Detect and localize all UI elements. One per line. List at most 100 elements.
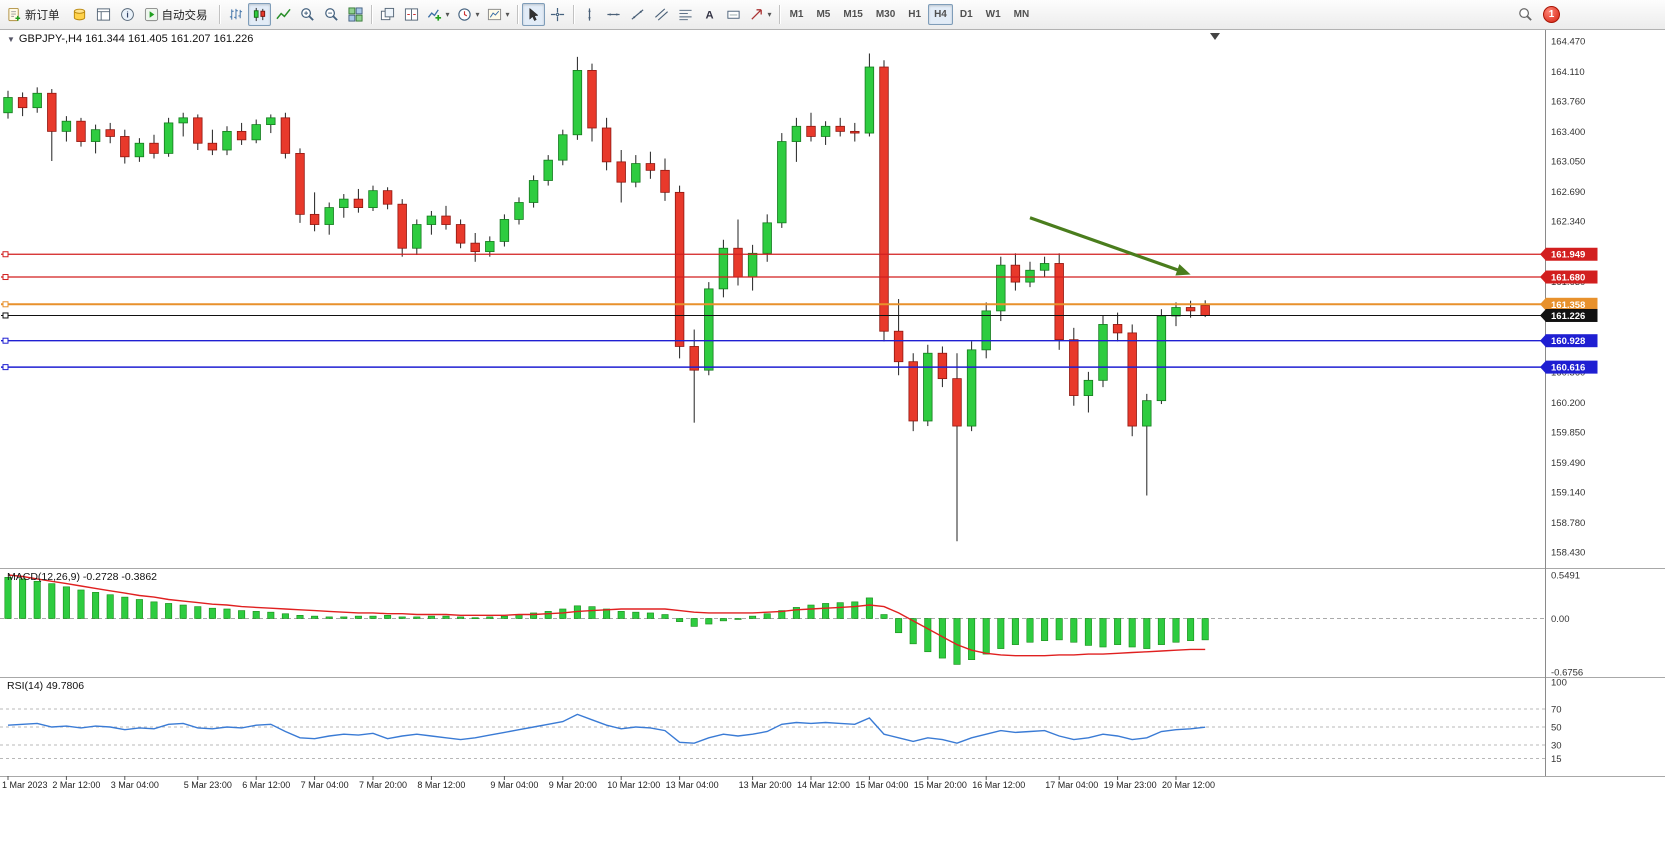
hline-160.616[interactable]: 160.616 [1,360,1598,374]
time-axis-label: 16 Mar 12:00 [972,780,1025,790]
market-watch-button[interactable] [68,3,91,26]
add-indicator-button[interactable]: ▾ [424,3,453,26]
svg-text:163.050: 163.050 [1551,157,1585,168]
toolbar-separator [572,5,574,24]
price-badge: 160.616 [1540,360,1598,374]
tile-windows-icon [347,7,363,22]
auto-trading-icon [144,7,159,22]
timeframe-m1-button[interactable]: M1 [784,4,810,25]
label-tool-button[interactable] [722,3,745,26]
cascade-windows-button[interactable] [376,3,399,26]
arrow-tools-button[interactable]: ▾ [746,3,775,26]
dropdown-caret: ▾ [767,10,772,19]
timeframe-d1-button[interactable]: D1 [954,4,979,25]
search-button[interactable] [1514,3,1537,26]
hline-161.226[interactable]: 161.226 [1,308,1598,322]
svg-text:160.616: 160.616 [1551,363,1585,374]
time-axis-label: 10 Mar 12:00 [607,780,660,790]
svg-text:70: 70 [1551,705,1562,716]
zoom-out-button[interactable] [320,3,343,26]
price-badge: 161.949 [1540,247,1598,261]
timeframe-m15-button[interactable]: M15 [837,4,868,25]
bar-chart-icon [228,7,243,22]
hline-161.358[interactable]: 161.358 [1,297,1598,311]
candlestick-chart[interactable]: 164.470 164.110 163.760 163.400 163.050 162.6… [0,30,1665,850]
horizontal-line-tool-button[interactable] [602,3,625,26]
hline-160.928[interactable]: 160.928 [1,334,1598,348]
svg-text:30: 30 [1551,741,1562,752]
svg-text:162.690: 162.690 [1551,187,1585,198]
zoom-in-button[interactable] [296,3,319,26]
timeframe-m5-button[interactable]: M5 [810,4,836,25]
time-axis-label: 19 Mar 23:00 [1104,780,1157,790]
time-axis-label: 14 Mar 12:00 [797,780,850,790]
svg-text:160.928: 160.928 [1551,336,1585,347]
rsi-line [7,713,1206,744]
clock-icon [457,7,472,22]
arrange-windows-icon [404,7,419,22]
chart-shift-marker[interactable] [1210,33,1220,40]
time-axis-label: 1 Mar 2023 [2,780,48,790]
macd-histogram [4,577,1209,665]
text-tool-button[interactable]: A [698,3,721,26]
fibonacci-tool-button[interactable] [674,3,697,26]
horizontal-line-icon [606,7,621,22]
hline-161.680[interactable]: 161.680 [1,270,1598,284]
svg-text:162.340: 162.340 [1551,217,1585,228]
timeframe-h1-button[interactable]: H1 [902,4,927,25]
time-axis-label: 15 Mar 20:00 [914,780,967,790]
template-icon [487,7,502,22]
cursor-tool-button[interactable] [521,3,545,26]
new-order-button[interactable]: 新订单 [3,3,67,26]
toolbar-separator [778,5,780,24]
line-chart-button[interactable] [272,3,295,26]
bar-chart-button[interactable] [224,3,247,26]
channel-tool-button[interactable] [650,3,673,26]
svg-text:163.760: 163.760 [1551,96,1585,107]
tile-windows-button[interactable] [344,3,367,26]
time-axis-label: 9 Mar 20:00 [549,780,597,790]
text-label-icon [726,7,741,22]
time-axis-label: 13 Mar 20:00 [739,780,792,790]
price-badge: 161.358 [1540,297,1598,311]
crosshair-icon [550,7,565,22]
chart-window: 164.470 164.110 163.760 163.400 163.050 162.6… [0,30,1665,850]
svg-text:159.140: 159.140 [1551,488,1585,499]
fibonacci-icon [678,7,693,22]
svg-text:15: 15 [1551,754,1562,765]
time-axis-label: 2 Mar 12:00 [52,780,100,790]
data-window-button[interactable] [92,3,115,26]
hline-161.949[interactable]: 161.949 [1,247,1598,261]
timeframe-mn-button[interactable]: MN [1008,4,1036,25]
cursor-icon [526,7,541,22]
auto-trading-button[interactable]: 自动交易 [140,3,215,26]
navigator-button[interactable]: i [116,3,139,26]
vertical-line-tool-button[interactable] [578,3,601,26]
notification-badge[interactable]: 1 [1543,6,1560,23]
auto-trading-label: 自动交易 [161,9,208,22]
channel-icon [654,7,669,22]
svg-text:163.400: 163.400 [1551,127,1585,138]
toolbar-separator [370,5,372,24]
candlestick-chart-button[interactable] [247,3,271,26]
price-badge: 160.928 [1540,334,1598,348]
time-axis-label: 7 Mar 04:00 [301,780,349,790]
time-axis-label: 15 Mar 04:00 [855,780,908,790]
period-button[interactable]: ▾ [454,3,483,26]
navigator-icon: i [120,7,135,22]
arrange-windows-button[interactable] [400,3,423,26]
svg-text:160.200: 160.200 [1551,398,1585,409]
add-indicator-icon [427,7,442,22]
template-button[interactable]: ▾ [484,3,513,26]
toolbar-right-group: 1 [1514,3,1560,26]
trendline-icon [630,7,645,22]
timeframe-h4-button[interactable]: H4 [928,4,953,25]
svg-text:159.490: 159.490 [1551,458,1585,469]
line-chart-icon [275,7,291,22]
price-badge: 161.226 [1540,308,1598,322]
trendline-tool-button[interactable] [626,3,649,26]
timeframe-w1-button[interactable]: W1 [980,4,1007,25]
crosshair-tool-button[interactable] [546,3,569,26]
timeframe-m30-button[interactable]: M30 [870,4,901,25]
trend-arrow[interactable] [1029,216,1191,276]
